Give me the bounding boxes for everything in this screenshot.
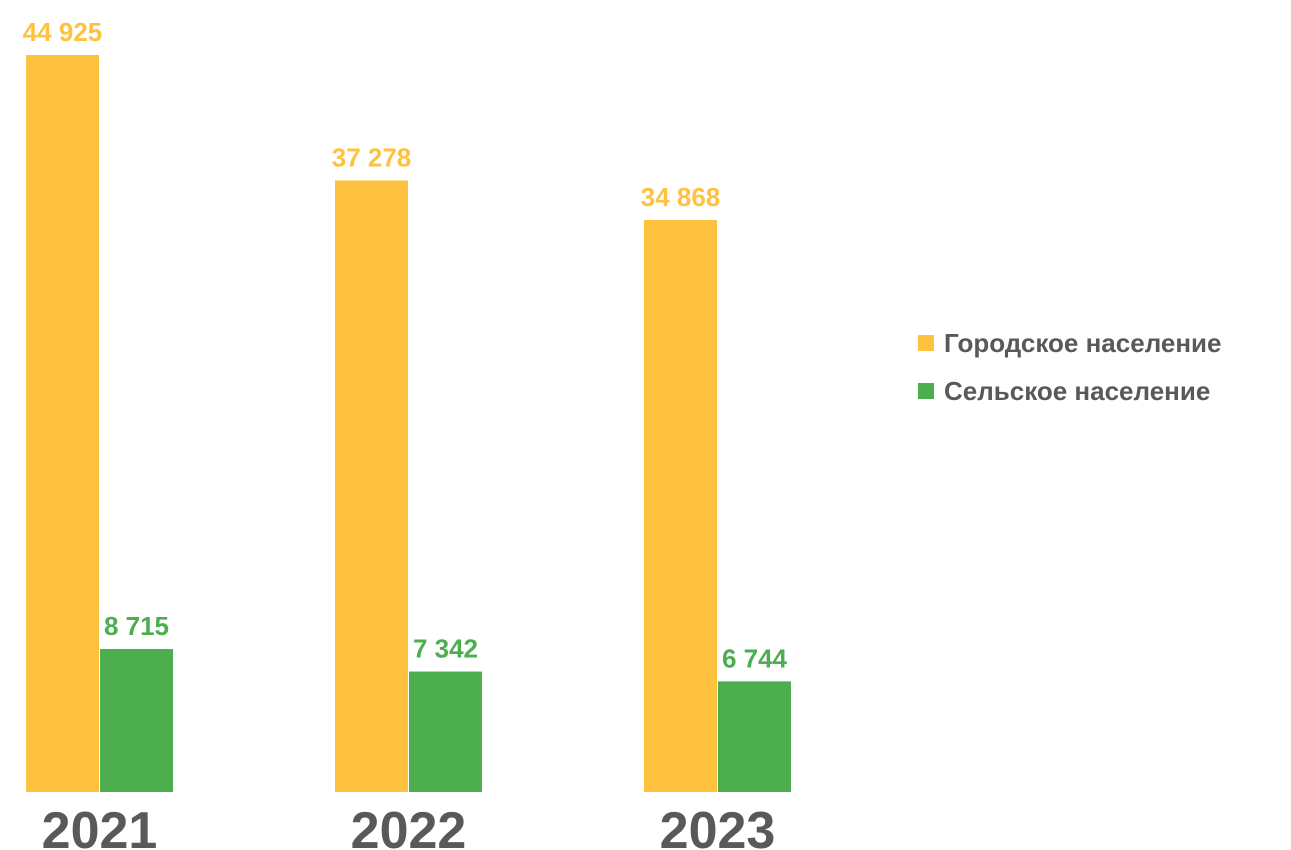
data-label-urban-2021: 44 925 bbox=[23, 17, 103, 47]
data-label-rural-2023: 6 744 bbox=[722, 643, 788, 673]
legend-item-urban: Городское население bbox=[918, 322, 1288, 364]
bar-urban-2023 bbox=[644, 219, 717, 793]
bar-urban-2022 bbox=[335, 180, 408, 792]
data-label-urban-2023: 34 868 bbox=[641, 182, 721, 212]
bar-rural-2021 bbox=[100, 649, 173, 792]
legend-label-urban: Городское население bbox=[944, 327, 1222, 358]
category-label-2022: 2022 bbox=[351, 802, 467, 850]
legend: Городское население Сельское население bbox=[918, 322, 1288, 418]
bar-rural-2022 bbox=[409, 671, 482, 792]
legend-swatch-urban bbox=[918, 335, 934, 351]
data-label-rural-2022: 7 342 bbox=[413, 634, 478, 664]
legend-swatch-rural bbox=[918, 383, 934, 399]
legend-item-rural: Сельское население bbox=[918, 370, 1288, 412]
category-label-2021: 2021 bbox=[42, 802, 158, 850]
data-label-urban-2022: 37 278 bbox=[332, 142, 412, 172]
category-label-2023: 2023 bbox=[660, 802, 776, 850]
bar-rural-2023 bbox=[718, 681, 791, 792]
legend-label-rural: Сельское население bbox=[944, 375, 1211, 406]
bar-urban-2021 bbox=[26, 55, 99, 792]
data-label-rural-2021: 8 715 bbox=[104, 611, 169, 641]
